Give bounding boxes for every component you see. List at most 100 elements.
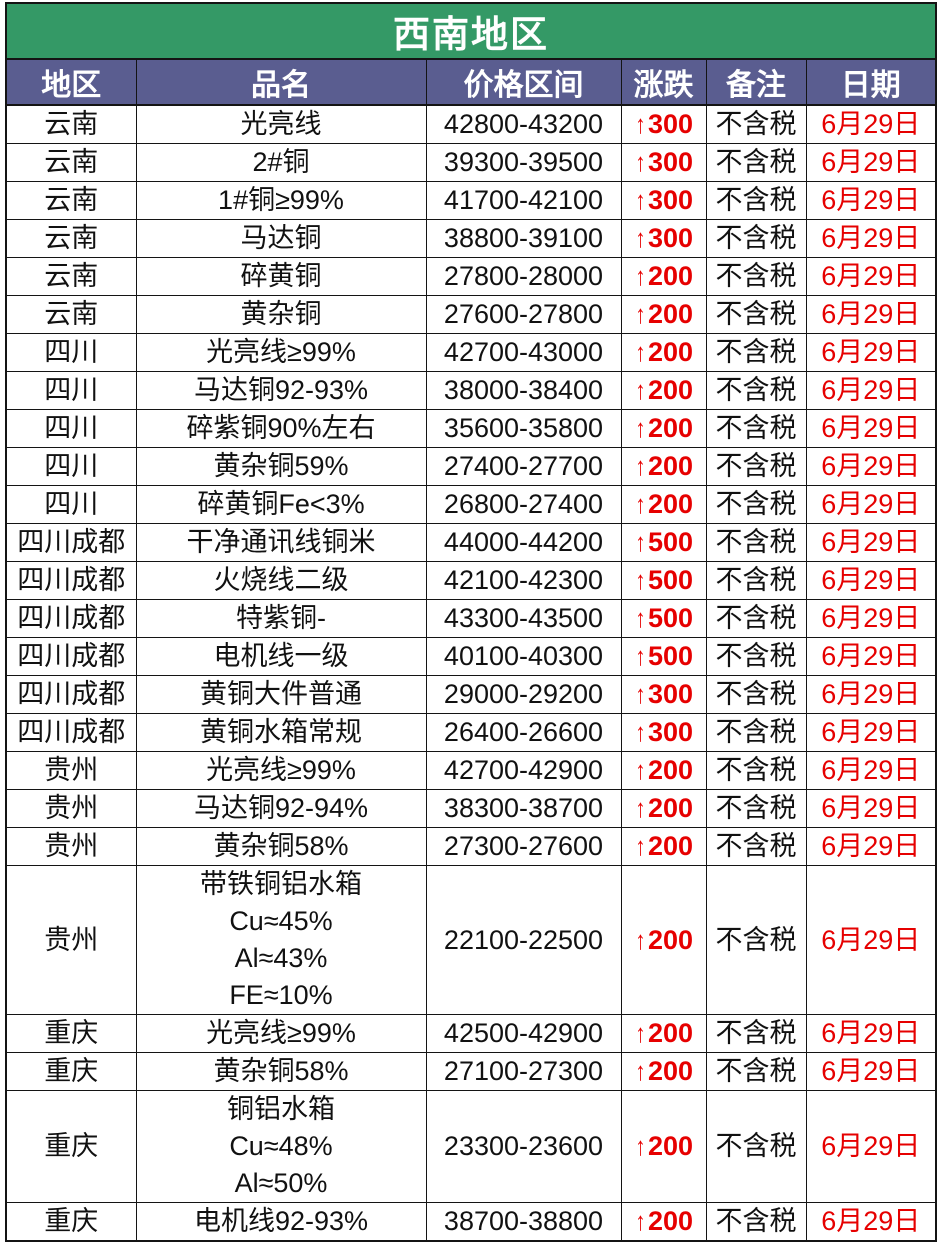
change-cell: ↑300 <box>620 143 707 182</box>
region-cell: 贵州 <box>5 789 137 828</box>
product-cell: 黄杂铜58% <box>135 827 427 866</box>
change-value: 500 <box>647 565 694 595</box>
date-cell: 6月29日 <box>805 675 938 714</box>
change-cell: ↑200 <box>620 1052 707 1091</box>
up-arrow-icon: ↑ <box>635 337 646 367</box>
up-arrow-icon: ↑ <box>635 603 646 633</box>
note-cell: 不含税 <box>705 827 807 866</box>
table-row: 云南 马达铜 38800-39100 ↑300 不含税 6月29日 <box>5 219 938 258</box>
region-cell: 贵州 <box>5 751 137 790</box>
date-cell: 6月29日 <box>805 789 938 828</box>
note-cell: 不含税 <box>705 599 807 638</box>
price-cell: 23300-23600 <box>425 1090 622 1203</box>
change-cell: ↑200 <box>620 1014 707 1053</box>
change-value: 200 <box>647 261 694 291</box>
region-cell: 重庆 <box>5 1202 137 1242</box>
table-row: 贵州 马达铜92-94% 38300-38700 ↑200 不含税 6月29日 <box>5 789 938 828</box>
table-row: 四川成都 火烧线二级 42100-42300 ↑500 不含税 6月29日 <box>5 561 938 600</box>
table-row: 重庆 铜铝水箱 Cu≈48% Al≈50% 23300-23600 ↑200 不… <box>5 1090 938 1203</box>
price-cell: 42100-42300 <box>425 561 622 600</box>
up-arrow-icon: ↑ <box>635 299 646 329</box>
note-cell: 不含税 <box>705 1090 807 1203</box>
col-header-date: 日期 <box>805 58 938 106</box>
date-cell: 6月29日 <box>805 827 938 866</box>
price-cell: 27400-27700 <box>425 447 622 486</box>
change-cell: ↑200 <box>620 827 707 866</box>
note-cell: 不含税 <box>705 447 807 486</box>
note-cell: 不含税 <box>705 143 807 182</box>
region-cell: 四川成都 <box>5 523 137 562</box>
table-row: 云南 光亮线 42800-43200 ↑300 不含税 6月29日 <box>5 104 938 144</box>
price-cell: 38800-39100 <box>425 219 622 258</box>
date-cell: 6月29日 <box>805 104 938 144</box>
change-cell: ↑200 <box>620 1202 707 1242</box>
product-cell: 特紫铜- <box>135 599 427 638</box>
note-cell: 不含税 <box>705 371 807 410</box>
region-cell: 四川成都 <box>5 561 137 600</box>
title-row: 西南地区 <box>4 2 938 60</box>
date-cell: 6月29日 <box>805 599 938 638</box>
region-cell: 四川 <box>5 485 137 524</box>
region-cell: 四川成都 <box>5 637 137 676</box>
product-cell: 碎紫铜90%左右 <box>135 409 427 448</box>
date-cell: 6月29日 <box>805 713 938 752</box>
region-cell: 四川成都 <box>5 713 137 752</box>
col-header-note: 备注 <box>705 58 807 106</box>
product-cell: 黄铜大件普通 <box>135 675 427 714</box>
table-row: 四川 黄杂铜59% 27400-27700 ↑200 不含税 6月29日 <box>5 447 938 486</box>
change-cell: ↑500 <box>620 599 707 638</box>
date-cell: 6月29日 <box>805 1090 938 1203</box>
change-cell: ↑200 <box>620 865 707 1015</box>
date-cell: 6月29日 <box>805 1052 938 1091</box>
region-cell: 四川成都 <box>5 599 137 638</box>
note-cell: 不含税 <box>705 1052 807 1091</box>
region-cell: 云南 <box>5 143 137 182</box>
product-cell: 1#铜≥99% <box>135 181 427 220</box>
price-cell: 35600-35800 <box>425 409 622 448</box>
table-row: 贵州 光亮线≥99% 42700-42900 ↑200 不含税 6月29日 <box>5 751 938 790</box>
price-cell: 44000-44200 <box>425 523 622 562</box>
table-row: 四川 碎黄铜Fe<3% 26800-27400 ↑200 不含税 6月29日 <box>5 485 938 524</box>
change-cell: ↑200 <box>620 295 707 334</box>
date-cell: 6月29日 <box>805 181 938 220</box>
change-value: 500 <box>647 527 694 557</box>
region-cell: 贵州 <box>5 865 137 1015</box>
up-arrow-icon: ↑ <box>635 641 646 671</box>
product-cell: 铜铝水箱 Cu≈48% Al≈50% <box>135 1090 427 1203</box>
change-cell: ↑200 <box>620 1090 707 1203</box>
region-cell: 云南 <box>5 104 137 144</box>
header-row: 地区 品名 价格区间 涨跌 备注 日期 <box>5 58 938 106</box>
price-cell: 38000-38400 <box>425 371 622 410</box>
change-value: 200 <box>647 489 694 519</box>
table-row: 云南 碎黄铜 27800-28000 ↑200 不含税 6月29日 <box>5 257 938 296</box>
region-cell: 四川 <box>5 447 137 486</box>
note-cell: 不含税 <box>705 561 807 600</box>
price-cell: 39300-39500 <box>425 143 622 182</box>
date-cell: 6月29日 <box>805 637 938 676</box>
note-cell: 不含税 <box>705 751 807 790</box>
table-row: 四川 光亮线≥99% 42700-43000 ↑200 不含税 6月29日 <box>5 333 938 372</box>
price-cell: 26800-27400 <box>425 485 622 524</box>
date-cell: 6月29日 <box>805 371 938 410</box>
up-arrow-icon: ↑ <box>635 223 646 253</box>
price-cell: 38700-38800 <box>425 1202 622 1242</box>
date-cell: 6月29日 <box>805 143 938 182</box>
change-cell: ↑200 <box>620 751 707 790</box>
up-arrow-icon: ↑ <box>635 717 646 747</box>
col-header-price: 价格区间 <box>425 58 622 106</box>
region-cell: 云南 <box>5 219 137 258</box>
table-row: 四川 碎紫铜90%左右 35600-35800 ↑200 不含税 6月29日 <box>5 409 938 448</box>
price-table: 西南地区 地区 品名 价格区间 涨跌 备注 日期 云南 光亮线 42800-43… <box>4 2 938 1242</box>
date-cell: 6月29日 <box>805 751 938 790</box>
region-cell: 四川成都 <box>5 675 137 714</box>
price-cell: 42700-43000 <box>425 333 622 372</box>
product-cell: 黄杂铜58% <box>135 1052 427 1091</box>
note-cell: 不含税 <box>705 675 807 714</box>
region-cell: 贵州 <box>5 827 137 866</box>
note-cell: 不含税 <box>705 295 807 334</box>
up-arrow-icon: ↑ <box>635 1206 646 1236</box>
region-cell: 重庆 <box>5 1052 137 1091</box>
date-cell: 6月29日 <box>805 447 938 486</box>
price-cell: 42500-42900 <box>425 1014 622 1053</box>
up-arrow-icon: ↑ <box>635 109 646 139</box>
